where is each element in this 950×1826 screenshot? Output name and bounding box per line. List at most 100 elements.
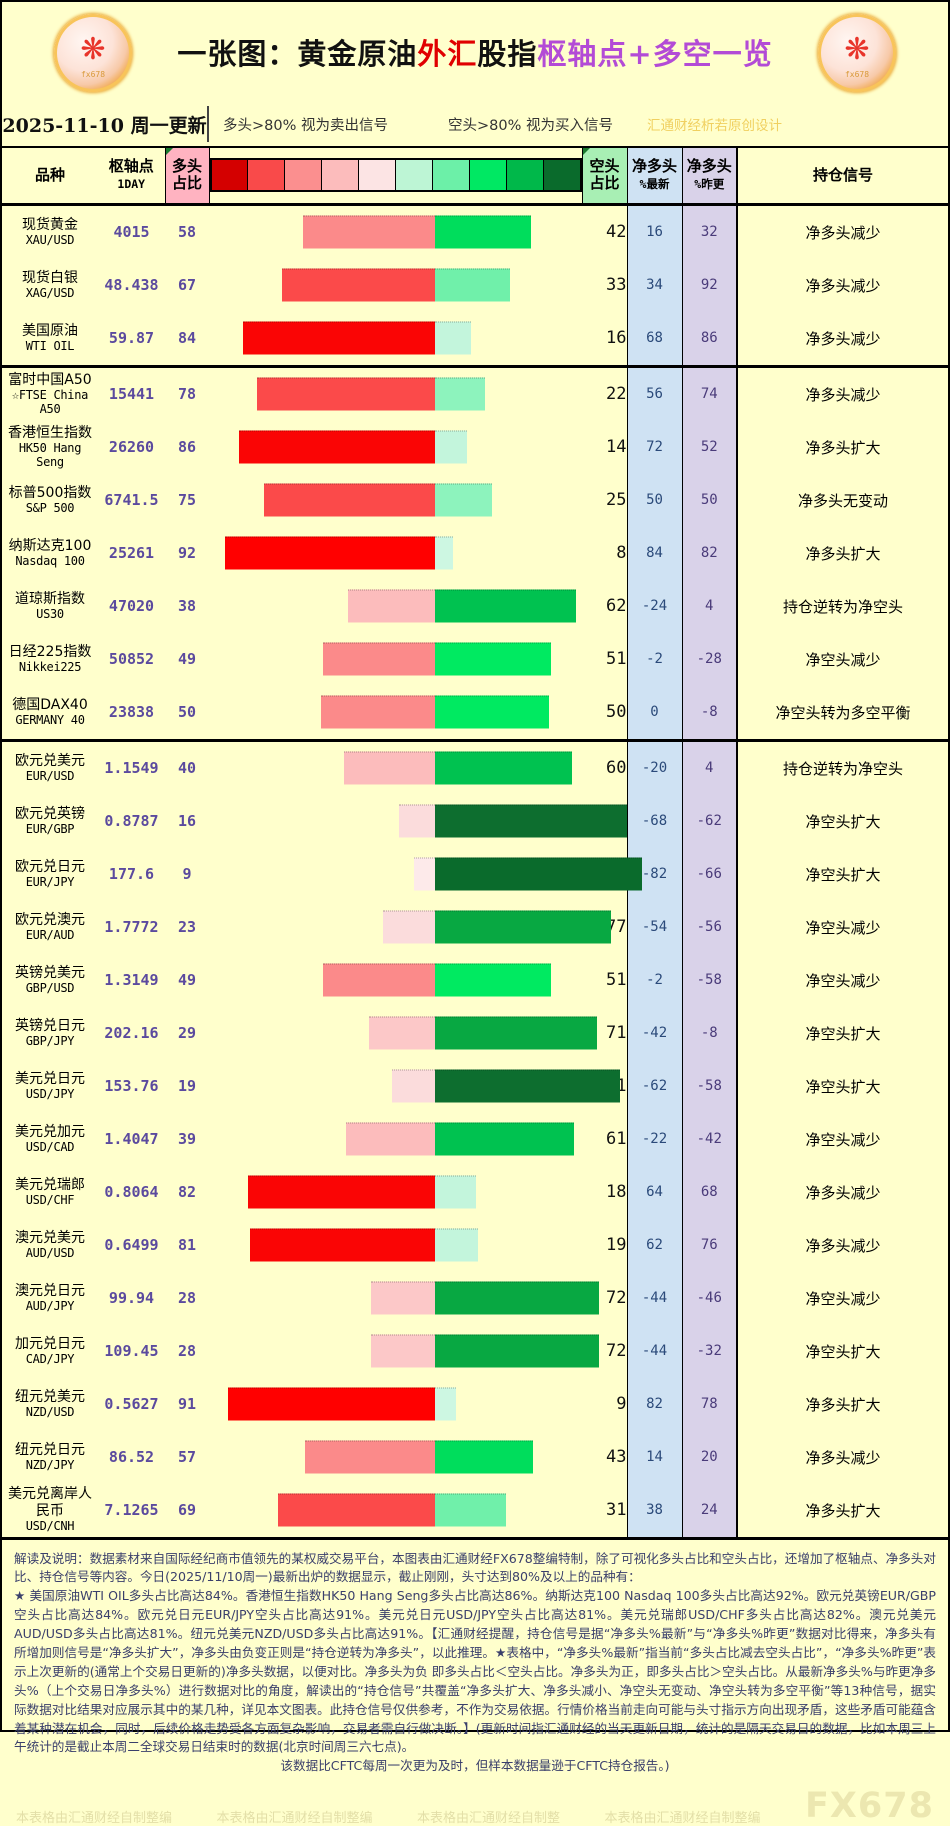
instrument-name-cell: 纽元兑美元 NZD/USD bbox=[2, 1378, 98, 1431]
table-row: 英镑兑美元 GBP/USD 1.3149 49 51 -2 -58 净空头减少 bbox=[2, 953, 948, 1007]
instrument-name-en: EUR/GBP bbox=[25, 822, 75, 837]
long-percent-cell: 92 bbox=[177, 544, 197, 562]
net-long-previous-cell: 52 bbox=[681, 420, 738, 474]
bar-wrapper bbox=[209, 1431, 582, 1484]
col-header-pivot: 枢轴点 1DAY bbox=[98, 148, 165, 206]
pivot-value-cell: 109.45 bbox=[104, 1342, 159, 1360]
position-signal-cell: 净空头减少 bbox=[736, 632, 948, 686]
instrument-name-cn: 欧元兑美元 bbox=[15, 752, 85, 769]
instrument-name-cn: 美元兑日元 bbox=[15, 1070, 85, 1087]
long-percent-cell: 50 bbox=[165, 685, 209, 742]
long-percent-cell: 28 bbox=[177, 1342, 197, 1360]
instrument-name-en: AUD/USD bbox=[25, 1246, 75, 1261]
pivot-value-cell: 50852 bbox=[108, 650, 155, 668]
net-long-latest-cell: 72 bbox=[626, 420, 683, 474]
net-long-previous-cell: 4 bbox=[681, 740, 738, 795]
bar-wrapper bbox=[209, 1484, 582, 1537]
instrument-name-cell: 英镑兑日元 GBP/JPY bbox=[2, 1007, 98, 1060]
long-bar bbox=[250, 1228, 435, 1262]
col-header-long: 多头 占比 bbox=[164, 148, 210, 206]
instrument-name-cell: 现货黄金 XAU/USD bbox=[2, 204, 98, 259]
bar-wrapper bbox=[209, 795, 627, 848]
short-bar bbox=[435, 1334, 600, 1368]
medallion-label: fx678 bbox=[844, 70, 870, 79]
instrument-name-cn: 美元兑加元 bbox=[15, 1123, 85, 1140]
position-signal-cell: 净空头扩大 bbox=[736, 794, 948, 848]
net-long-previous-cell: -62 bbox=[681, 794, 738, 848]
net-long-previous-cell: 78 bbox=[681, 1377, 738, 1431]
table-row: 道琼斯指数 US30 47020 38 62 -24 4 持仓逆转为净空头 bbox=[2, 579, 948, 633]
short-percent-cell: 19 bbox=[606, 1235, 627, 1255]
position-signal-cell: 净多头减少 bbox=[736, 1430, 948, 1484]
position-signal-cell: 净空头扩大 bbox=[736, 1006, 948, 1060]
col-header-signal: 持仓信号 bbox=[736, 148, 948, 206]
instrument-name-cell: 日经225指数 Nikkei225 bbox=[2, 633, 98, 686]
position-signal-cell: 净多头减少 bbox=[736, 1218, 948, 1272]
pivot-value-cell: 0.5627 bbox=[104, 1395, 159, 1413]
long-percent-cell: 38 bbox=[177, 597, 197, 615]
position-bar-cell bbox=[209, 527, 582, 580]
net-long-previous-cell: -66 bbox=[681, 847, 738, 901]
instrument-name-en: NZD/USD bbox=[25, 1405, 75, 1420]
position-bar-cell bbox=[209, 580, 582, 633]
instrument-name-cn: 现货黄金 bbox=[22, 216, 78, 233]
position-signal-cell: 净多头减少 bbox=[736, 204, 948, 259]
position-signal-cell: 净多头扩大 bbox=[736, 1377, 948, 1431]
instrument-name-cell: 英镑兑美元 GBP/USD bbox=[2, 954, 98, 1007]
table-header-row: 品种 枢轴点 1DAY 多头 占比 空头 占比 bbox=[2, 148, 948, 206]
instrument-name-cn: 道琼斯指数 bbox=[15, 590, 85, 607]
position-bar-cell bbox=[209, 1272, 600, 1325]
bar-wrapper bbox=[209, 312, 582, 365]
long-percent-cell: 84 bbox=[165, 311, 209, 368]
instrument-name-cn: 美元兑离岸人民币 bbox=[8, 1486, 92, 1519]
table-row: 富时中国A50 ☆FTSE China A50 15441 78 22 56 74 净多头减少 bbox=[2, 366, 948, 421]
long-sublabel: 占比 bbox=[171, 174, 202, 193]
bar-wrapper bbox=[209, 580, 582, 633]
long-bar bbox=[302, 215, 435, 249]
net-long-previous-cell: -8 bbox=[681, 1006, 738, 1060]
col-header-name: 品种 bbox=[2, 148, 98, 206]
long-percent-cell: 39 bbox=[177, 1130, 197, 1148]
position-signal-cell: 净多头扩大 bbox=[736, 1483, 948, 1540]
bar-wrapper bbox=[209, 901, 611, 954]
pivot-value-cell: 0.8064 bbox=[104, 1183, 159, 1201]
table-row: 美元兑瑞郎 USD/CHF 0.8064 82 18 64 68 净多头减少 bbox=[2, 1165, 948, 1219]
net-long-previous-cell: 82 bbox=[681, 526, 738, 580]
instrument-name-cell: 美国原油 WTI OIL bbox=[2, 311, 98, 368]
instrument-name-cn: 香港恒生指数 bbox=[8, 424, 92, 441]
col-header-net-prev: 净多头 %昨更 bbox=[681, 148, 738, 206]
net-long-latest-cell: 38 bbox=[626, 1483, 683, 1540]
table-body: 现货黄金 XAU/USD 4015 58 42 16 32 净多头减少 现货白银 XAG/USD 4… bbox=[2, 204, 948, 1540]
net-long-latest-cell: 62 bbox=[626, 1218, 683, 1272]
instrument-name-en: HK50 Hang Seng bbox=[18, 441, 82, 470]
bar-wrapper bbox=[209, 954, 582, 1007]
net-long-latest-cell: -54 bbox=[626, 900, 683, 954]
long-percent-cell: 16 bbox=[177, 812, 197, 830]
instrument-name-cell: 纽元兑日元 NZD/JPY bbox=[2, 1431, 98, 1484]
instrument-name-cell: 美元兑日元 USD/JPY bbox=[2, 1060, 98, 1113]
instrument-name-en: ☆FTSE China A50 bbox=[11, 388, 89, 417]
position-signal-cell: 净空头减少 bbox=[736, 953, 948, 1007]
legend-swatch-9 bbox=[543, 160, 580, 191]
long-bar bbox=[371, 1281, 435, 1315]
position-signal-cell: 净空头减少 bbox=[736, 1271, 948, 1325]
instrument-name-en: US30 bbox=[36, 607, 64, 622]
short-percent-cell: 43 bbox=[606, 1447, 627, 1467]
long-percent-cell: 40 bbox=[177, 759, 197, 777]
instrument-name-cell: 德国DAX40 GERMANY 40 bbox=[2, 685, 98, 742]
instrument-name-cn: 标普500指数 bbox=[8, 484, 92, 501]
position-signal-cell: 净空头减少 bbox=[736, 900, 948, 954]
instrument-name-cn: 富时中国A50 bbox=[8, 371, 92, 388]
long-bar bbox=[225, 536, 435, 570]
position-bar-cell bbox=[209, 1113, 582, 1166]
long-signal-note: 多头>80% 视为卖出信号 bbox=[223, 117, 388, 134]
position-bar-cell bbox=[209, 204, 582, 259]
short-bar bbox=[435, 430, 467, 464]
net-long-latest-cell: -42 bbox=[626, 1006, 683, 1060]
net-new-label: 净多头 bbox=[631, 157, 677, 176]
pivot-value-cell: 1.4047 bbox=[104, 1130, 159, 1148]
footer-notes: 解读及说明：数据素材来自国际经纪商市值领先的某权威交易平台，本图表由汇通财经FX… bbox=[2, 1540, 948, 1777]
instrument-name-cell: 欧元兑美元 EUR/USD bbox=[2, 740, 98, 795]
short-bar bbox=[435, 1281, 600, 1315]
pivot-value-cell: 1.7772 bbox=[104, 918, 159, 936]
